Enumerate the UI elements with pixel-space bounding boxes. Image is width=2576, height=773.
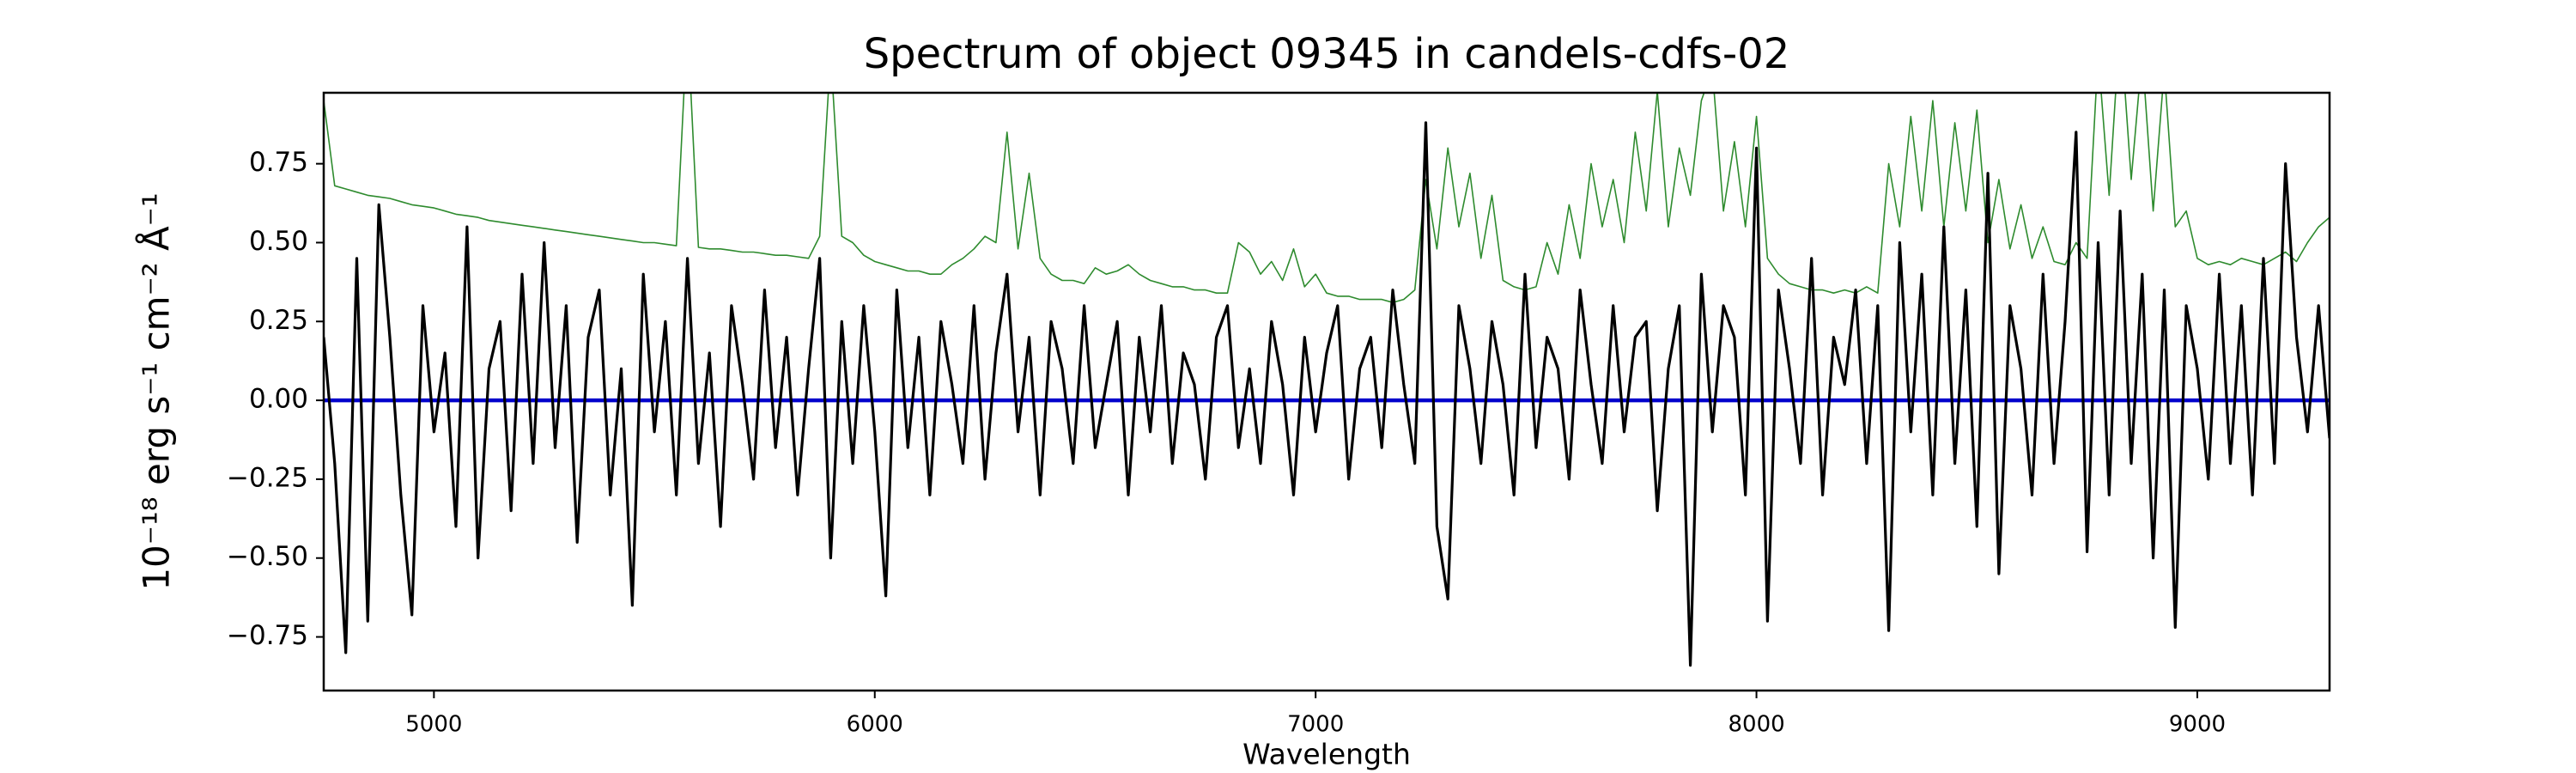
x-tick-label: 8000 (1728, 712, 1784, 738)
plot-frame (322, 91, 2331, 692)
x-tick-label: 9000 (2169, 712, 2226, 738)
x-tick-label: 5000 (405, 712, 462, 738)
x-axis-label: Wavelength (1242, 738, 1411, 771)
x-tick-label: 7000 (1287, 712, 1344, 738)
y-tick-label: 0.00 (249, 384, 308, 415)
y-tick-label: 0.75 (249, 147, 308, 178)
spectrum-line (324, 121, 2330, 667)
y-tick-label: −0.25 (227, 462, 308, 493)
chart-title: Spectrum of object 09345 in candels-cdfs… (864, 30, 1790, 78)
y-tick-label: 0.25 (249, 305, 308, 336)
x-tick-label: 6000 (847, 712, 903, 738)
y-axis-label: 10⁻¹⁸ erg s⁻¹ cm⁻² Å⁻¹ (135, 192, 178, 590)
y-tick-label: −0.75 (227, 620, 308, 651)
plot-area (324, 93, 2330, 667)
y-tick-label: −0.50 (227, 541, 308, 572)
spectrum-line (324, 93, 2330, 304)
y-tick-label: 0.50 (249, 226, 308, 257)
